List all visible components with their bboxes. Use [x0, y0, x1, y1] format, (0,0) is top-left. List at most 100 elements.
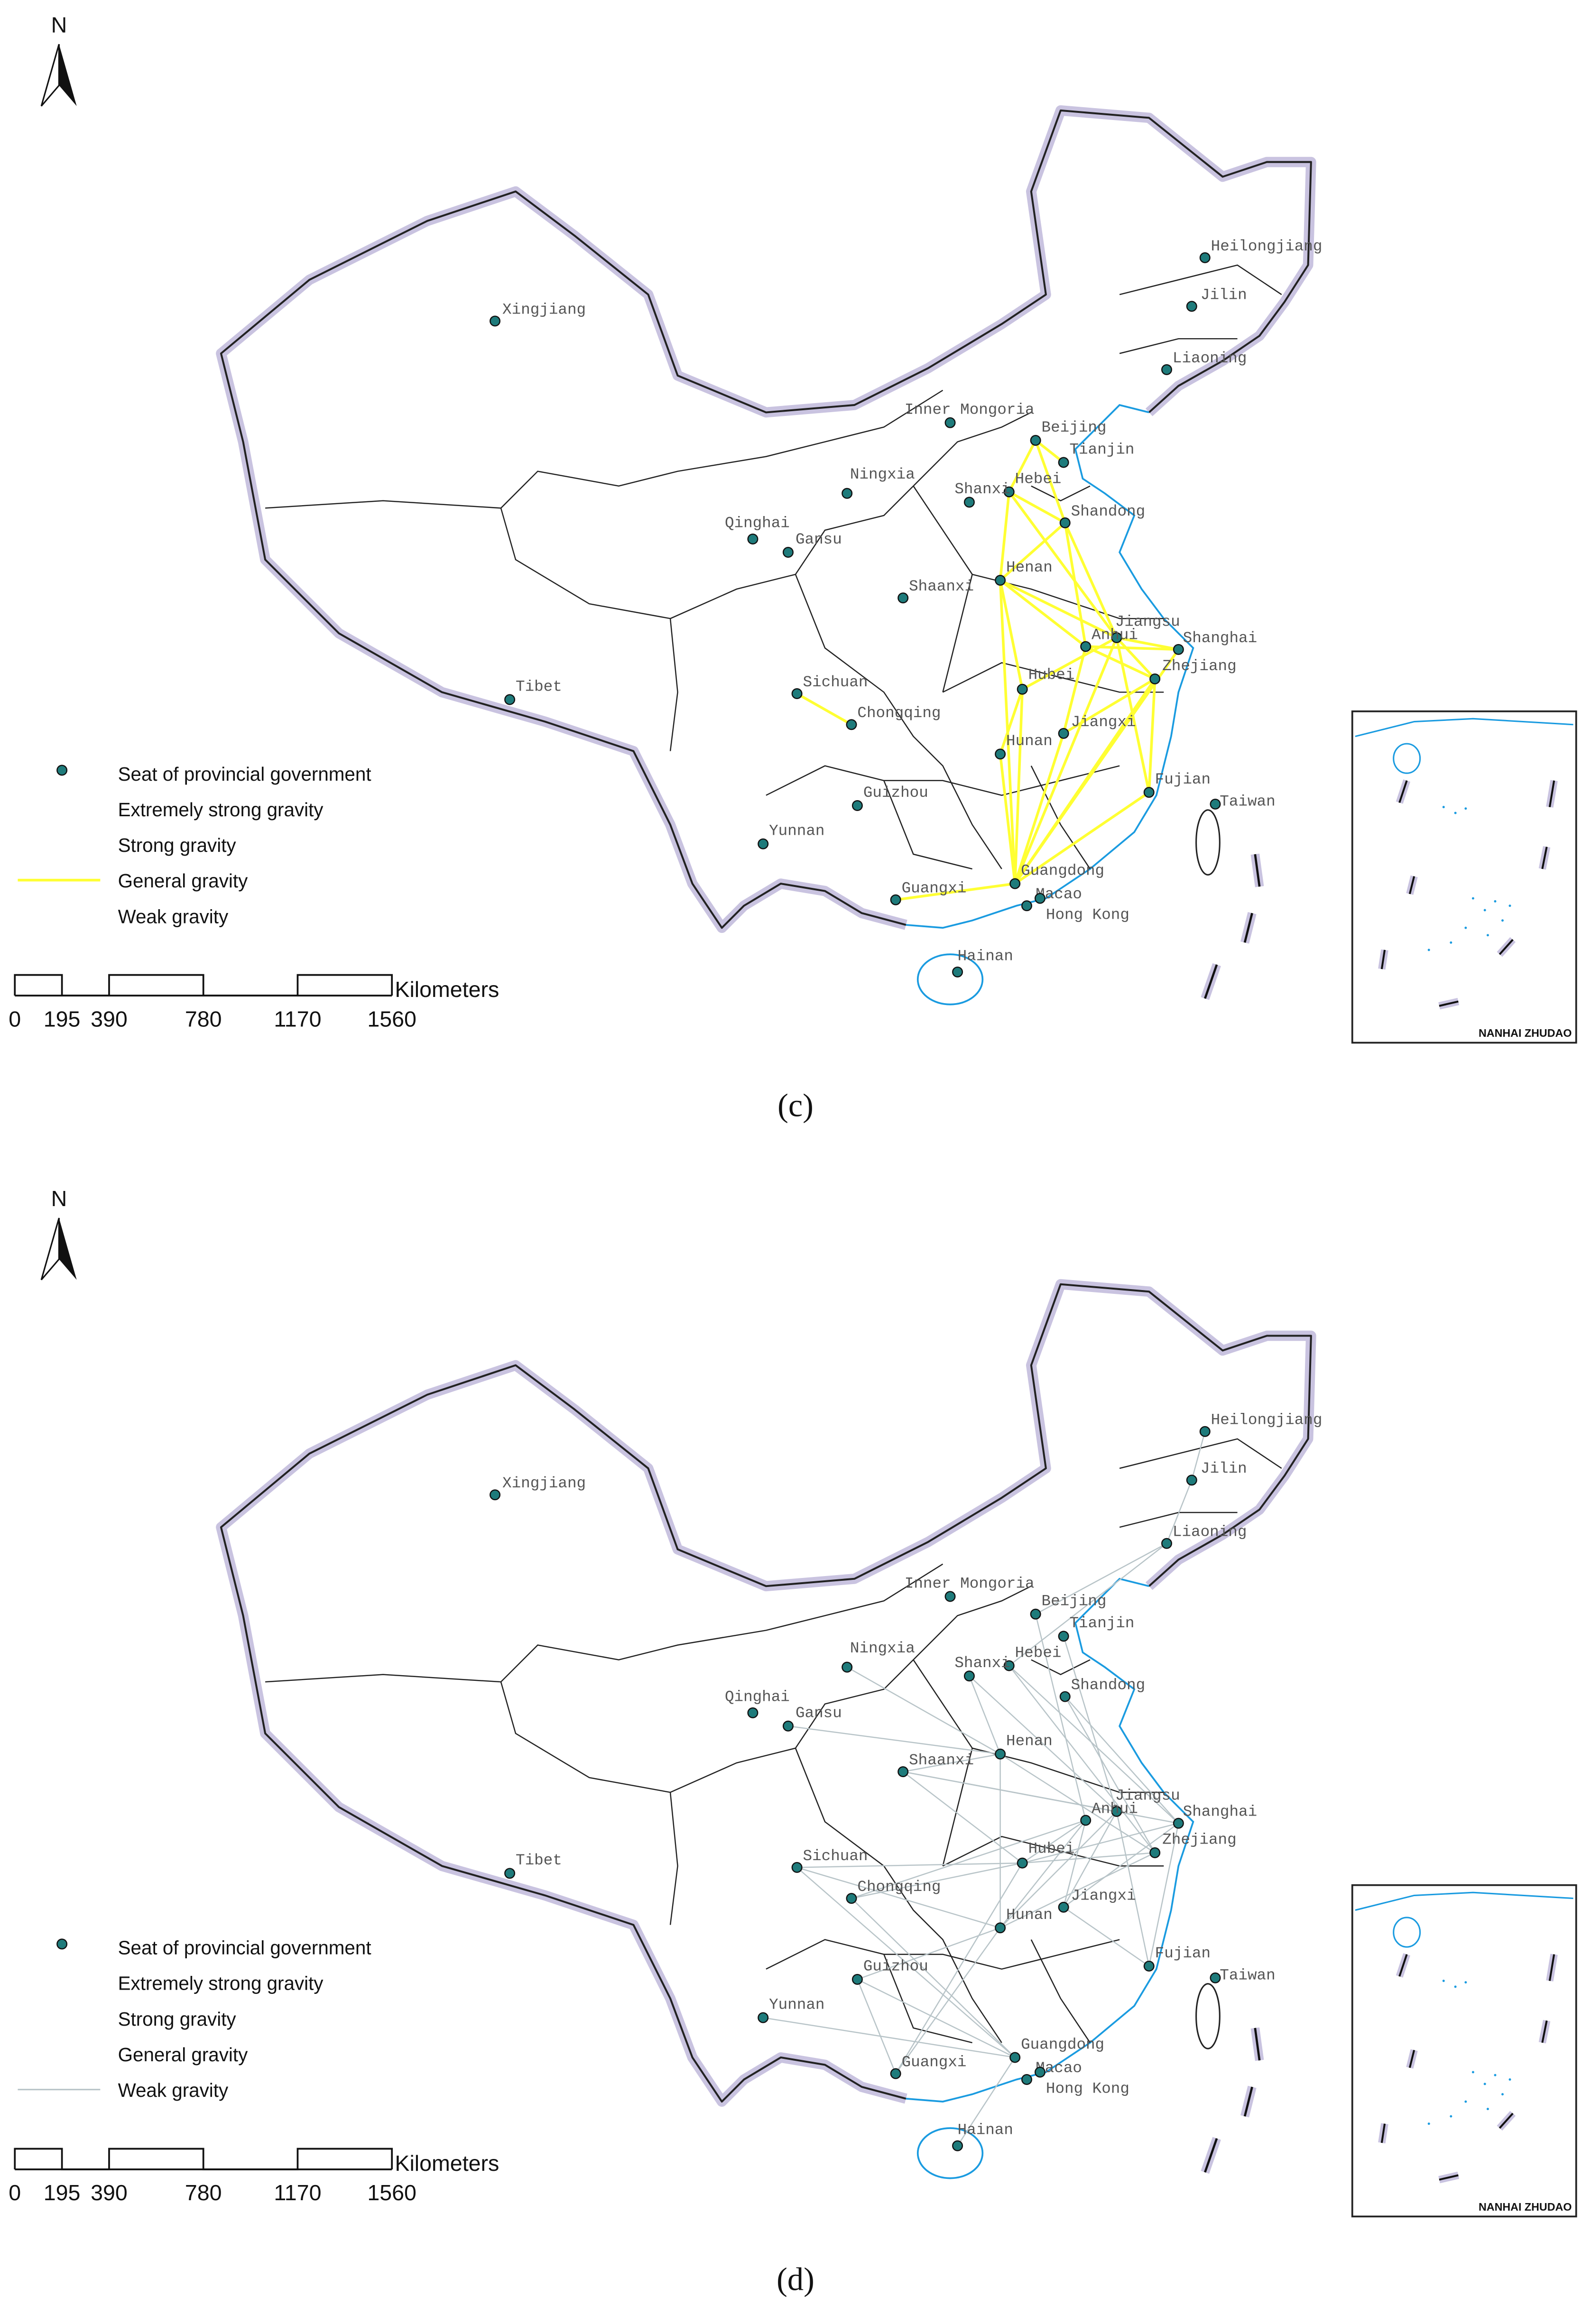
gravity-line	[903, 1753, 1000, 1772]
place-label: Qinghai	[725, 1688, 790, 1706]
place-label: Guizhou	[863, 784, 928, 802]
gravity-line	[999, 1811, 1117, 1928]
place-label: Beijing	[1042, 1593, 1107, 1610]
provincial-seat	[995, 574, 1006, 586]
gravity-line	[851, 1898, 1016, 2058]
provincial-seat	[504, 1868, 516, 1879]
place-label: Jiangxi	[1071, 713, 1136, 731]
place-label: Xingjiang	[502, 301, 586, 318]
scale-tick-label: 1560	[367, 2180, 416, 2205]
gravity-line	[999, 491, 1011, 581]
provincial-seat	[1143, 1960, 1155, 1972]
provincial-seat	[1034, 2066, 1045, 2078]
provincial-seat	[952, 966, 963, 978]
provincial-seat	[791, 1862, 803, 1873]
legend-label: Extremely strong gravity	[118, 799, 324, 821]
legend-label: Strong gravity	[118, 2008, 237, 2030]
legend-label: General gravity	[118, 2044, 248, 2066]
provincial-seat	[952, 2140, 963, 2151]
place-label: Jilin	[1201, 286, 1247, 304]
place-label: Anhui	[1092, 627, 1138, 644]
gravity-line	[1000, 1852, 1156, 1928]
place-label: Ningxia	[850, 466, 915, 483]
place-label: Hong Kong	[1046, 906, 1129, 924]
provincial-seat	[963, 1670, 975, 1682]
map-panel: N Heilongjiang Jilin Liaoning Inner Mongoria…	[9, 1186, 1576, 2297]
place-label: Zhejiang	[1162, 1831, 1236, 1849]
gravity-line	[1063, 1823, 1179, 1908]
legend-label: Weak gravity	[118, 2079, 229, 2101]
provincial-seat	[1030, 1608, 1041, 1620]
gravity-line	[1064, 522, 1087, 647]
place-label: Tianjin	[1070, 1614, 1135, 1632]
scale-bar	[14, 2148, 393, 2170]
place-label: Hainan	[958, 2121, 1013, 2139]
provincial-seat	[1021, 900, 1033, 912]
gravity-line	[1008, 1665, 1179, 1824]
place-label: Guangxi	[902, 880, 967, 897]
gravity-line	[1008, 440, 1037, 493]
provincial-seat	[791, 688, 803, 700]
provincial-seat	[897, 592, 909, 604]
scale-tick-label: 195	[44, 2180, 81, 2205]
gravity-line	[1014, 733, 1065, 884]
gravity-line	[1034, 440, 1066, 524]
provincial-seat	[1173, 644, 1184, 655]
gravity-line	[999, 522, 1066, 581]
gravity-line	[999, 579, 1118, 639]
place-label: Taiwan	[1220, 1966, 1275, 1984]
gravity-line	[999, 1820, 1086, 1928]
provincial-seat	[851, 800, 863, 812]
legend-label: Weak gravity	[118, 905, 229, 927]
legend-label: Extremely strong gravity	[118, 1973, 324, 1994]
place-label: Sichuan	[803, 1847, 868, 1865]
inset-label: NANHAI ZHUDAO	[1479, 2201, 1572, 2213]
scale-tick-label: 195	[44, 1006, 81, 1031]
provincial-seat	[1003, 1660, 1015, 1671]
provincial-seat	[1017, 1857, 1028, 1869]
gravity-line	[969, 1675, 1117, 1812]
gravity-line	[1008, 1543, 1167, 1666]
gravity-line	[895, 1927, 1001, 2074]
scale-unit: Kilometers	[395, 977, 499, 1002]
gravity-line	[851, 1819, 1086, 1899]
gravity-line	[999, 580, 1017, 884]
provincial-seat	[1003, 486, 1015, 498]
gravity-line	[1014, 791, 1150, 885]
provincial-seat	[842, 1661, 853, 1673]
scale-tick-label: 780	[185, 2180, 222, 2205]
place-label: Hebei	[1015, 470, 1062, 488]
provincial-seat	[1017, 683, 1028, 695]
place-label: Jiangsu	[1115, 1787, 1180, 1805]
place-label: Guangdong	[1021, 2036, 1104, 2053]
gravity-line	[1035, 439, 1064, 464]
gravity-line	[895, 882, 1016, 902]
place-label: Henan	[1006, 559, 1053, 576]
place-label: Hainan	[958, 948, 1013, 965]
gravity-line	[1063, 1907, 1149, 1967]
gravity-line	[851, 1862, 1023, 1899]
gravity-line	[1085, 645, 1156, 681]
place-label: Shanghai	[1183, 629, 1257, 647]
provincial-seat	[1161, 1538, 1172, 1549]
gravity-line	[1013, 689, 1024, 884]
place-label: Hunan	[1006, 732, 1053, 750]
place-label: Anhui	[1092, 1800, 1138, 1817]
scale-tick-label: 390	[91, 1006, 128, 1031]
gravity-line	[1115, 636, 1156, 680]
gravity-line	[1035, 1614, 1086, 1821]
provincial-seat	[758, 838, 769, 849]
provincial-seat	[1111, 632, 1122, 644]
provincial-seat	[758, 2012, 769, 2023]
gravity-line	[763, 2017, 1015, 2058]
place-label: Xingjiang	[502, 1475, 586, 1492]
gravity-line	[1062, 646, 1087, 734]
place-label: Henan	[1006, 1733, 1053, 1750]
place-label: Chongqing	[857, 1878, 941, 1896]
scale-tick-label: 1170	[274, 2180, 321, 2205]
place-label: Hubei	[1028, 1840, 1075, 1857]
provincial-seat	[1210, 1972, 1221, 1983]
provincial-seat	[1149, 1847, 1161, 1858]
place-label: Yunnan	[769, 1996, 824, 2013]
provincial-seat	[1009, 878, 1021, 889]
